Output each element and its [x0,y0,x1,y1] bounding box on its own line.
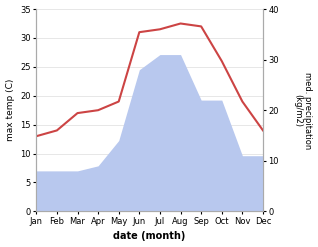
Y-axis label: med. precipitation
(kg/m2): med. precipitation (kg/m2) [293,72,313,149]
Y-axis label: max temp (C): max temp (C) [5,79,15,141]
X-axis label: date (month): date (month) [114,231,186,242]
